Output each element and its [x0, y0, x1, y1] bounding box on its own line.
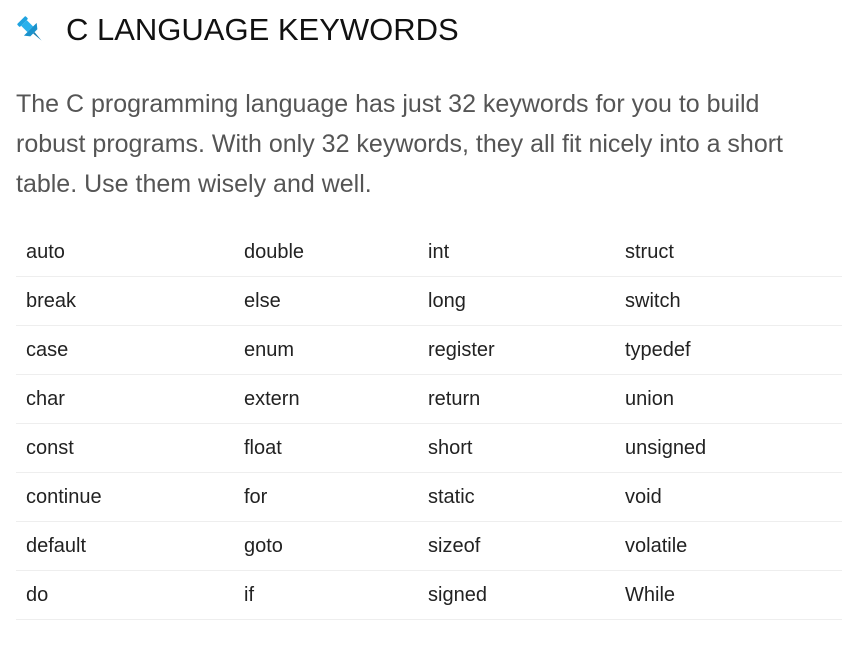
table-row: case enum register typedef — [16, 325, 842, 375]
keywords-table: auto double int struct break else long s… — [16, 228, 842, 620]
keyword-cell: register — [418, 325, 615, 375]
keyword-cell: auto — [16, 228, 234, 277]
keyword-cell: break — [16, 276, 234, 326]
page-title: C LANGUAGE KEYWORDS — [66, 12, 459, 47]
keyword-cell: signed — [418, 570, 615, 620]
keyword-cell: goto — [234, 521, 418, 571]
keyword-cell: char — [16, 374, 234, 424]
keyword-cell: struct — [615, 228, 842, 277]
keyword-cell: volatile — [615, 521, 842, 571]
keyword-cell: enum — [234, 325, 418, 375]
pushpin-icon — [17, 16, 42, 41]
keyword-cell: typedef — [615, 325, 842, 375]
table-row: auto double int struct — [16, 228, 842, 277]
keyword-cell: float — [234, 423, 418, 473]
keyword-cell: extern — [234, 374, 418, 424]
keyword-cell: return — [418, 374, 615, 424]
table-row: default goto sizeof volatile — [16, 521, 842, 571]
keyword-cell: if — [234, 570, 418, 620]
intro-paragraph: The C programming language has just 32 k… — [16, 90, 783, 198]
keyword-cell: While — [615, 570, 842, 620]
keyword-cell: const — [16, 423, 234, 473]
keyword-cell: double — [234, 228, 418, 277]
keyword-cell: int — [418, 228, 615, 277]
table-row: continue for static void — [16, 472, 842, 522]
keyword-cell: default — [16, 521, 234, 571]
table-row: do if signed While — [16, 570, 842, 620]
keyword-cell: short — [418, 423, 615, 473]
keyword-cell: case — [16, 325, 234, 375]
keyword-cell: do — [16, 570, 234, 620]
keyword-cell: continue — [16, 472, 234, 522]
keyword-cell: long — [418, 276, 615, 326]
keyword-cell: static — [418, 472, 615, 522]
keyword-cell: for — [234, 472, 418, 522]
keyword-cell: else — [234, 276, 418, 326]
keyword-cell: sizeof — [418, 521, 615, 571]
keyword-cell: void — [615, 472, 842, 522]
header: C LANGUAGE KEYWORDS — [14, 8, 459, 52]
table-row: break else long switch — [16, 276, 842, 326]
keyword-cell: union — [615, 374, 842, 424]
keyword-cell: switch — [615, 276, 842, 326]
table-row: char extern return union — [16, 374, 842, 424]
keyword-cell: unsigned — [615, 423, 842, 473]
table-row: const float short unsigned — [16, 423, 842, 473]
